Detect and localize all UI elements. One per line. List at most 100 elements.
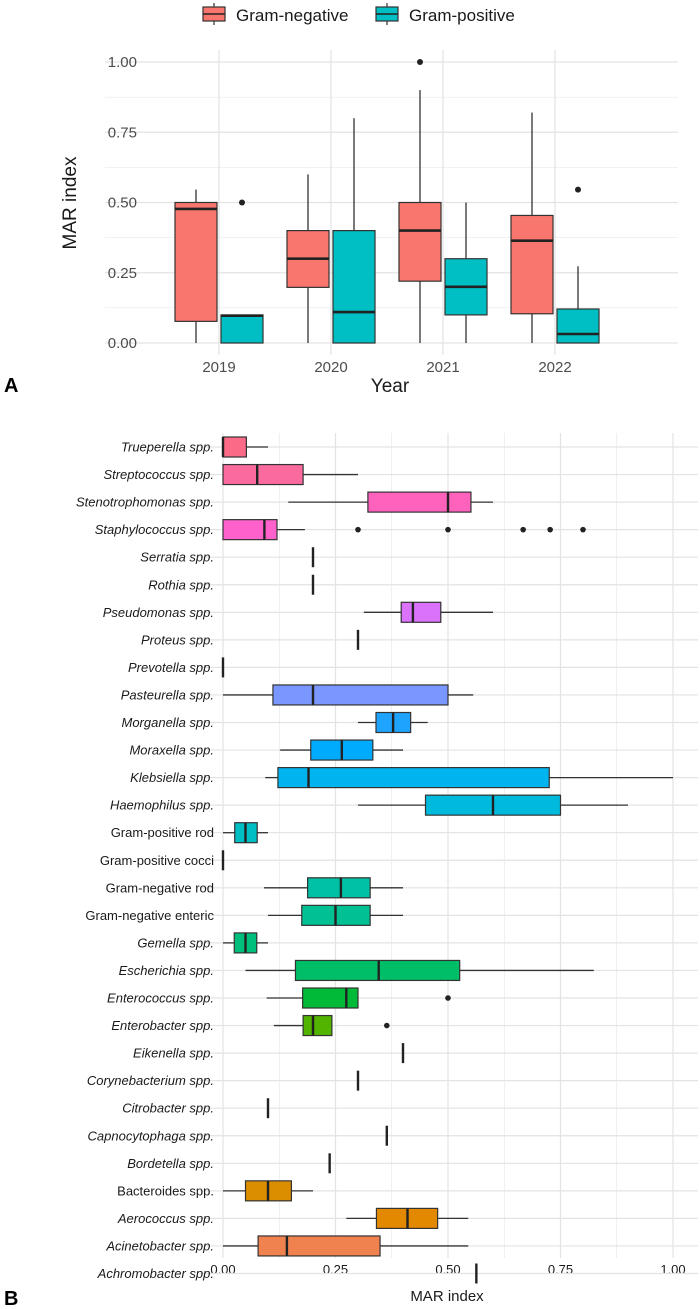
box-gram-negative-2021	[398, 59, 442, 343]
x-tick-label: 0.25	[323, 1262, 348, 1277]
y-tick-label: 0.75	[108, 124, 137, 141]
x-tick-label: 2021	[426, 359, 459, 376]
box-gram-positive-2019	[220, 199, 264, 344]
y-tick-label: Prevotella spp.	[128, 660, 214, 675]
box-row	[223, 822, 268, 844]
box-row	[222, 463, 358, 486]
y-tick-label: Rothia spp.	[148, 577, 214, 592]
x-tick-label: 2020	[314, 359, 347, 376]
panel-a-label: A	[4, 375, 18, 397]
y-tick-label: Acinetobacter spp.	[105, 1238, 214, 1253]
y-tick-label: Gram-negative rod	[106, 880, 214, 895]
y-tick-label: Morganella spp.	[122, 715, 215, 730]
y-tick-label: Pseudomonas spp.	[103, 605, 214, 620]
x-tick-label: 0.50	[435, 1262, 460, 1277]
y-tick-label: Gram-positive cocci	[100, 853, 214, 868]
box	[174, 201, 218, 322]
legend-item-gram-negative: Gram-negative	[202, 3, 348, 25]
x-tick-label: 0.00	[210, 1262, 235, 1277]
y-tick-label: Haemophilus spp.	[110, 798, 214, 813]
box	[307, 877, 371, 899]
y-tick-label: Aerococcus spp.	[117, 1211, 214, 1226]
box-row	[222, 519, 586, 541]
box-row	[223, 684, 474, 706]
box-row	[266, 987, 451, 1009]
y-tick-label: Enterococcus spp.	[107, 991, 214, 1006]
y-tick-label: 1.00	[108, 54, 137, 71]
box-gram-positive-2022	[556, 186, 600, 344]
y-tick-label: Enterobacter spp.	[111, 1018, 214, 1033]
box-row	[358, 794, 628, 816]
panel-b: 0.00 0.25 0.50 0.75 1.00 Trueperella spp. Stre…	[4, 433, 698, 1309]
y-tick-label: Eikenella spp.	[133, 1046, 214, 1061]
y-tick-label: 0.00	[108, 335, 137, 352]
box-gram-negative-2020	[286, 174, 330, 343]
box	[302, 987, 359, 1009]
box	[222, 436, 247, 458]
box-gram-positive-2020	[332, 118, 376, 344]
y-tick-label: Streptococcus spp.	[103, 467, 214, 482]
x-tick-label: 2022	[538, 359, 571, 376]
y-tick-label: Proteus spp.	[141, 632, 214, 647]
box-row	[223, 1235, 469, 1257]
box-row	[346, 1207, 469, 1230]
box	[222, 519, 278, 541]
panel-b-grid: 0.00 0.25 0.50 0.75 1.00 Trueperella spp. Stre…	[76, 433, 698, 1281]
panel-a-boxes	[174, 59, 600, 344]
y-tick-label: 0.50	[108, 195, 137, 212]
y-tick-label: 0.25	[108, 265, 137, 282]
panel-b-xlabel: MAR index	[410, 1288, 484, 1305]
box-row	[223, 1180, 313, 1202]
box	[556, 308, 600, 344]
panel-a-ylabel: MAR index	[60, 156, 81, 249]
box-row	[288, 491, 493, 513]
y-tick-label: Trueperella spp.	[121, 440, 214, 455]
panel-b-boxes	[221, 436, 673, 1284]
y-tick-label: Capnocytophaga spp.	[88, 1128, 214, 1143]
y-tick-label: Stenotrophomonas spp.	[76, 495, 214, 510]
y-tick-label: Bacteroides spp.	[117, 1183, 214, 1198]
outlier-point	[384, 1022, 390, 1029]
box	[222, 463, 304, 486]
box-row	[268, 904, 403, 926]
box-gram-negative-2022	[510, 112, 554, 343]
y-tick-label: Gram-negative enteric	[85, 908, 214, 923]
x-tick-label: 2019	[202, 359, 235, 376]
box	[272, 684, 449, 706]
outlier-point	[575, 186, 581, 193]
box-row	[273, 1014, 390, 1037]
box	[277, 766, 550, 789]
y-tick-label: Citrobacter spp.	[122, 1101, 214, 1116]
legend-item-gram-positive: Gram-positive	[375, 3, 515, 25]
outlier-point	[547, 526, 553, 533]
legend-label: Gram-negative	[236, 6, 348, 25]
box	[510, 214, 554, 315]
y-tick-label: Staphylococcus spp.	[95, 522, 214, 537]
box-row	[280, 739, 403, 761]
legend: Gram-negative Gram-positive	[202, 3, 515, 25]
outlier-point	[239, 199, 245, 206]
box	[367, 491, 472, 513]
box-row	[358, 711, 428, 734]
box	[332, 230, 376, 344]
outlier-point	[520, 526, 526, 533]
y-tick-label: Moraxella spp.	[129, 743, 214, 758]
outlier-point	[417, 59, 423, 65]
box	[257, 1235, 381, 1257]
box-gram-negative-2019	[174, 189, 218, 343]
legend-label: Gram-positive	[409, 6, 515, 25]
box-row	[265, 766, 673, 789]
y-tick-label: Pasteurella spp.	[121, 687, 214, 702]
y-tick-label: Serratia spp.	[140, 550, 214, 565]
box-row	[263, 877, 403, 899]
outlier-point	[445, 995, 451, 1001]
box-row	[221, 436, 268, 458]
panel-a-xlabel: Year	[371, 376, 410, 397]
box	[398, 201, 442, 282]
box-row	[245, 959, 594, 982]
box	[302, 1014, 333, 1037]
outlier-point	[445, 526, 451, 533]
box	[400, 601, 442, 623]
y-tick-label: Klebsiella spp.	[130, 770, 214, 785]
box-gram-positive-2021	[444, 202, 488, 343]
